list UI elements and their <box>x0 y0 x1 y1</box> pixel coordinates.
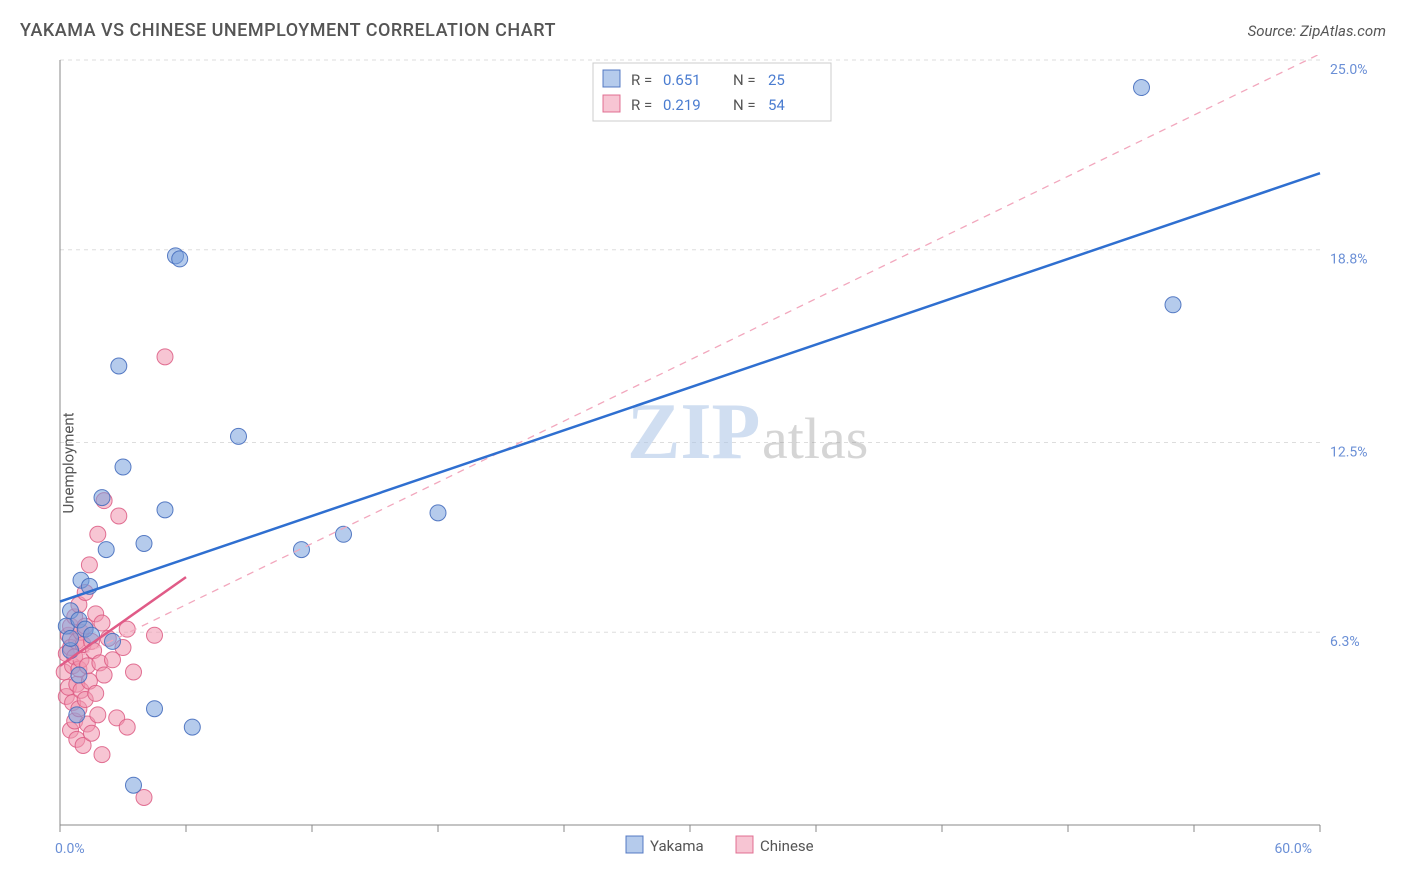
legend-n-label: N = <box>733 71 756 89</box>
legend-r-yakama: 0.651 <box>663 71 701 89</box>
trend-line-chinese-proj <box>60 55 1320 666</box>
data-point <box>119 719 135 735</box>
data-point <box>147 627 163 643</box>
data-point <box>96 667 112 683</box>
source-label: Source: ZipAtlas.com <box>1248 22 1386 40</box>
legend-n-label: N = <box>733 96 756 114</box>
legend-swatch-chinese <box>736 836 753 853</box>
data-point <box>231 428 247 444</box>
data-point <box>94 490 110 506</box>
watermark: atlas <box>762 406 868 471</box>
data-point <box>1165 297 1181 313</box>
data-point <box>126 777 142 793</box>
data-point <box>105 633 121 649</box>
plot-area: Unemployment 6.3%12.5%18.8%25.0%0.0%60.0… <box>40 55 1390 870</box>
trend-line-yakama <box>60 173 1320 601</box>
legend-r-label: R = <box>631 71 652 89</box>
legend-swatch-chinese <box>603 95 620 112</box>
legend-r-chinese: 0.219 <box>663 96 701 114</box>
legend-n-yakama: 25 <box>768 71 785 89</box>
data-point <box>63 630 79 646</box>
legend-r-label: R = <box>631 96 652 114</box>
x-max-label: 60.0% <box>1274 841 1312 857</box>
data-point <box>157 502 173 518</box>
data-point <box>69 707 85 723</box>
legend-swatch-yakama <box>603 70 620 87</box>
legend-label-chinese: Chinese <box>760 837 814 855</box>
data-point <box>430 505 446 521</box>
data-point <box>111 358 127 374</box>
data-point <box>115 459 131 475</box>
data-point <box>136 535 152 551</box>
data-point <box>94 747 110 763</box>
data-point <box>98 542 114 558</box>
legend-label-yakama: Yakama <box>650 837 704 855</box>
scatter-chart: 6.3%12.5%18.8%25.0%0.0%60.0%ZIPatlasR =0… <box>40 55 1390 870</box>
y-tick-label: 18.8% <box>1330 252 1368 268</box>
data-point <box>90 707 106 723</box>
chart-title: YAKAMA VS CHINESE UNEMPLOYMENT CORRELATI… <box>20 20 556 41</box>
legend-swatch-yakama <box>626 836 643 853</box>
y-tick-label: 6.3% <box>1330 634 1360 650</box>
data-point <box>90 526 106 542</box>
data-point <box>71 667 87 683</box>
data-point <box>84 725 100 741</box>
y-tick-label: 12.5% <box>1330 445 1368 461</box>
y-tick-label: 25.0% <box>1330 62 1368 78</box>
data-point <box>294 542 310 558</box>
data-point <box>157 349 173 365</box>
stats-legend <box>593 63 831 121</box>
data-point <box>184 719 200 735</box>
data-point <box>81 557 97 573</box>
legend-n-chinese: 54 <box>768 96 785 114</box>
data-point <box>126 664 142 680</box>
data-point <box>172 251 188 267</box>
data-point <box>88 685 104 701</box>
data-point <box>1134 80 1150 96</box>
x-min-label: 0.0% <box>55 841 85 857</box>
y-axis-label: Unemployment <box>60 412 78 513</box>
data-point <box>111 508 127 524</box>
data-point <box>147 701 163 717</box>
